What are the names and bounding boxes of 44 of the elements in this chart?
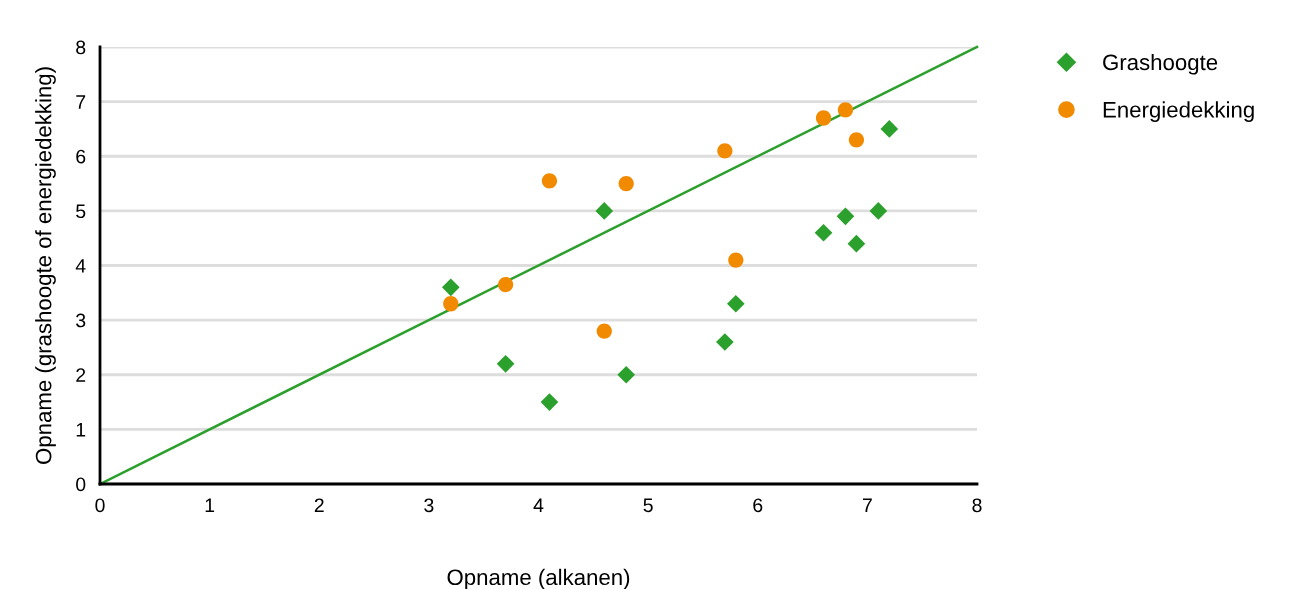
y-tick-label: 7 xyxy=(76,95,86,109)
x-tick-label: 5 xyxy=(643,498,653,513)
point xyxy=(595,202,614,220)
y-tick-label: 2 xyxy=(76,368,86,382)
y-tick-label: 3 xyxy=(76,313,86,328)
x-tick-label: 1 xyxy=(205,498,215,512)
point xyxy=(717,143,733,159)
point xyxy=(540,393,559,411)
point xyxy=(596,323,612,339)
y-axis-title: Opname (grashoogte of energiedekking) xyxy=(35,67,56,464)
point xyxy=(496,354,515,373)
x-tick-label: 2 xyxy=(314,498,324,512)
point xyxy=(848,132,865,148)
y-tick-label: 8 xyxy=(76,40,86,55)
x-tick-label: 7 xyxy=(862,498,872,512)
point xyxy=(716,333,734,351)
legend-label: Energiedekking xyxy=(1103,101,1254,122)
point xyxy=(443,296,459,312)
point xyxy=(836,207,855,226)
point xyxy=(497,276,514,293)
x-tick-label: 4 xyxy=(533,498,544,512)
x-tick-label: 8 xyxy=(972,498,982,513)
point xyxy=(880,120,899,138)
x-tick-label: 3 xyxy=(424,498,434,513)
point xyxy=(847,234,866,253)
x-tick-label: 0 xyxy=(95,498,105,513)
point xyxy=(814,223,833,242)
point xyxy=(618,175,634,192)
point xyxy=(541,173,558,189)
y-tick-label: 6 xyxy=(76,149,86,164)
y-tick-label: 0 xyxy=(76,477,86,492)
point xyxy=(837,102,854,118)
point xyxy=(815,110,832,126)
point xyxy=(726,294,745,313)
x-axis-title: Opname (alkanen) xyxy=(447,568,630,589)
legend-label: Grashoogte xyxy=(1103,53,1218,75)
point xyxy=(869,202,888,220)
point xyxy=(728,252,744,268)
x-tick-label: 6 xyxy=(753,498,763,513)
y-tick-label: 4 xyxy=(75,259,86,273)
y-tick-label: 5 xyxy=(76,204,86,219)
y-tick-label: 1 xyxy=(76,423,86,437)
point xyxy=(617,365,636,384)
point xyxy=(441,278,460,297)
